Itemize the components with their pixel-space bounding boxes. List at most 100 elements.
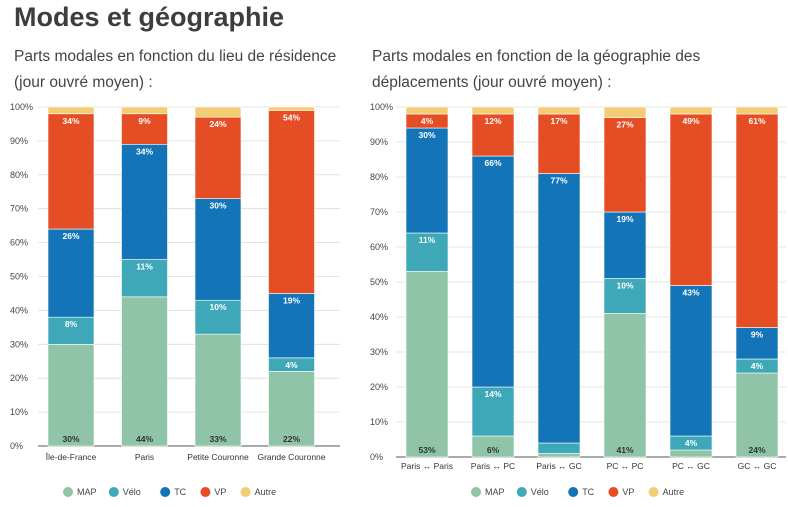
bar-segment: [735, 327, 779, 360]
legend-label: Autre: [663, 487, 685, 497]
x-tick-label: Paris ↔ GC: [536, 461, 581, 471]
bar-segment: [537, 442, 581, 454]
x-tick-label: GC ↔ GC: [738, 461, 777, 471]
bar-segment: [47, 343, 95, 447]
data-label: 54%: [283, 112, 300, 122]
bar-segment: [537, 106, 581, 115]
legend-swatch: [160, 487, 171, 497]
legend-swatch: [63, 487, 73, 497]
bar-segment: [121, 143, 168, 260]
x-tick-label: Paris: [135, 452, 154, 462]
bar-segment: [669, 449, 713, 458]
data-label: 49%: [682, 116, 699, 126]
bar-segment: [121, 296, 168, 447]
data-label: 26%: [62, 231, 79, 241]
legend-swatch: [240, 487, 251, 497]
bar-segment: [735, 106, 779, 115]
data-label: 34%: [62, 116, 79, 126]
y-tick-label: 60%: [370, 242, 388, 252]
data-label: 33%: [209, 434, 226, 444]
data-label: 43%: [682, 288, 699, 298]
bar-segment: [194, 299, 242, 335]
bar-segment: [537, 453, 581, 458]
y-tick-label: 40%: [370, 312, 388, 322]
data-label: 30%: [62, 434, 79, 444]
data-label: 10%: [209, 302, 226, 312]
data-label: 8%: [65, 319, 78, 329]
data-label: 11%: [136, 262, 153, 272]
data-label: 34%: [136, 146, 153, 156]
bar-segment: [735, 113, 779, 328]
x-tick-label: Grande Couronne: [257, 452, 325, 462]
bar-segment: [194, 198, 242, 301]
legend-swatch: [568, 487, 579, 497]
legend-label: VP: [214, 487, 226, 497]
data-label: 4%: [751, 361, 764, 371]
x-tick-label: Paris ↔ PC: [471, 461, 515, 471]
bar-segment: [194, 333, 242, 447]
bar-segment: [405, 127, 449, 234]
legend-swatch: [516, 487, 527, 497]
x-tick-label: Île-de-France: [45, 452, 97, 462]
bar-segment: [669, 113, 713, 286]
data-label: 77%: [550, 176, 567, 186]
bar-segment: [471, 386, 515, 437]
bar-segment: [405, 232, 449, 272]
bar-segment: [735, 372, 779, 458]
bar-segment: [268, 371, 315, 447]
data-label: 53%: [418, 445, 435, 455]
legend-label: Vélo: [531, 487, 549, 497]
data-label: 24%: [209, 119, 226, 129]
data-label: 4%: [285, 360, 298, 370]
bar-segment: [47, 228, 95, 318]
data-label: 6%: [487, 445, 500, 455]
bar-segment: [47, 113, 95, 230]
bar-segment: [603, 106, 647, 118]
legend-label: VP: [622, 487, 634, 497]
y-tick-label: 70%: [370, 207, 388, 217]
data-label: 30%: [418, 130, 435, 140]
data-label: 27%: [616, 120, 633, 130]
data-label: 19%: [283, 295, 300, 305]
data-label: 4%: [421, 116, 434, 126]
bar-segment: [121, 113, 168, 145]
y-tick-label: 20%: [370, 382, 388, 392]
legend-label: Autre: [255, 487, 277, 497]
y-tick-label: 10%: [10, 407, 28, 417]
data-label: 12%: [484, 116, 501, 126]
bar-segment: [268, 293, 315, 359]
data-label: 10%: [616, 281, 633, 291]
y-tick-label: 50%: [370, 277, 388, 287]
bar-segment: [603, 313, 647, 458]
data-label: 30%: [209, 201, 226, 211]
y-tick-label: 70%: [10, 204, 28, 214]
data-label: 9%: [138, 116, 151, 126]
legend-label: TC: [582, 487, 594, 497]
bar-segment: [669, 285, 713, 437]
legend-swatch: [108, 487, 119, 497]
bar-segment: [603, 211, 647, 279]
data-label: 19%: [616, 214, 633, 224]
y-tick-label: 20%: [10, 373, 28, 383]
y-tick-label: 80%: [10, 170, 28, 180]
y-tick-label: 90%: [10, 136, 28, 146]
legend-swatch: [608, 487, 619, 497]
bar-segment: [603, 278, 647, 314]
data-label: 17%: [550, 116, 567, 126]
y-tick-label: 10%: [370, 417, 388, 427]
legend-label: TC: [174, 487, 186, 497]
bar-segment: [121, 106, 168, 115]
y-tick-label: 80%: [370, 172, 388, 182]
bar-segment: [268, 110, 315, 294]
bar-segment: [603, 117, 647, 213]
x-tick-label: PC ↔ GC: [672, 461, 710, 471]
data-label: 11%: [419, 235, 436, 245]
data-label: 61%: [748, 116, 765, 126]
bar-segment: [405, 106, 449, 115]
y-tick-label: 100%: [10, 102, 33, 112]
y-tick-label: 50%: [10, 272, 28, 282]
bar-segment: [194, 106, 242, 118]
data-label: 24%: [748, 445, 765, 455]
legend-swatch: [648, 487, 659, 497]
bar-segment: [471, 155, 515, 388]
